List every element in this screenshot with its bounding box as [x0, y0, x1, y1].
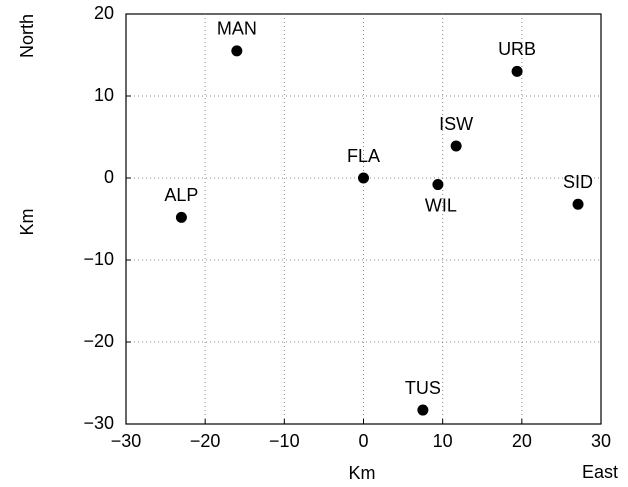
y-tick-label: −20 — [83, 331, 114, 351]
point-label: ALP — [164, 185, 198, 205]
y-tick-label: 0 — [104, 167, 114, 187]
point — [432, 179, 444, 191]
point-label: URB — [498, 39, 536, 59]
x-tick-label: 20 — [512, 431, 532, 451]
point-label: TUS — [405, 378, 441, 398]
point — [450, 140, 462, 152]
y-tick-label: −30 — [83, 413, 114, 433]
point-label: ISW — [439, 114, 473, 134]
x-tick-label: 30 — [591, 431, 611, 451]
x-direction-label: East — [582, 462, 618, 482]
point — [358, 172, 369, 184]
y-tick-label: −10 — [83, 249, 114, 269]
x-tick-label: −30 — [111, 431, 142, 451]
x-tick-label: −10 — [269, 431, 300, 451]
point-label: SID — [563, 172, 593, 192]
x-tick-label: 10 — [433, 431, 453, 451]
point — [175, 211, 187, 223]
point-label: WIL — [425, 195, 457, 215]
point-label: FLA — [347, 146, 380, 166]
y-axis-label: Km — [17, 209, 37, 236]
y-tick-label: 10 — [94, 85, 114, 105]
y-tick-label: 20 — [94, 3, 114, 23]
point — [511, 65, 523, 77]
x-axis-label: Km — [349, 463, 376, 483]
point-label: MAN — [217, 19, 257, 39]
point — [572, 198, 584, 210]
y-direction-label: North — [17, 14, 37, 58]
point — [417, 404, 429, 416]
x-tick-label: −20 — [190, 431, 221, 451]
point — [231, 45, 243, 57]
x-tick-label: 0 — [358, 431, 368, 451]
